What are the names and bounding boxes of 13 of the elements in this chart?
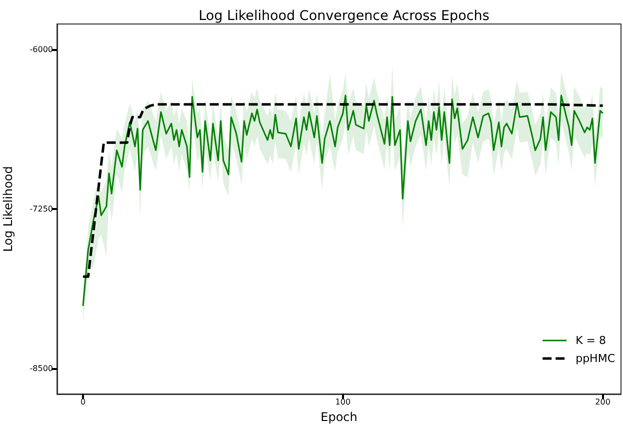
y-axis-title: Log Likelihood [1,166,15,252]
y-tick-label: -7250 [30,204,53,214]
x-axis-title: Epoch [320,410,358,424]
x-tick-label: 0 [80,398,86,406]
legend-label: ppHMC [576,352,616,365]
chart-title: Log Likelihood Convergence Across Epochs [198,8,490,24]
x-tick-label: 100 [335,398,351,406]
y-tick-label: -6000 [30,45,53,54]
legend-label: K = 8 [576,334,606,347]
line-series [82,94,604,307]
x-tick-label: 200 [595,398,610,406]
line-series [82,103,604,278]
y-tick-label: -8500 [30,364,53,373]
